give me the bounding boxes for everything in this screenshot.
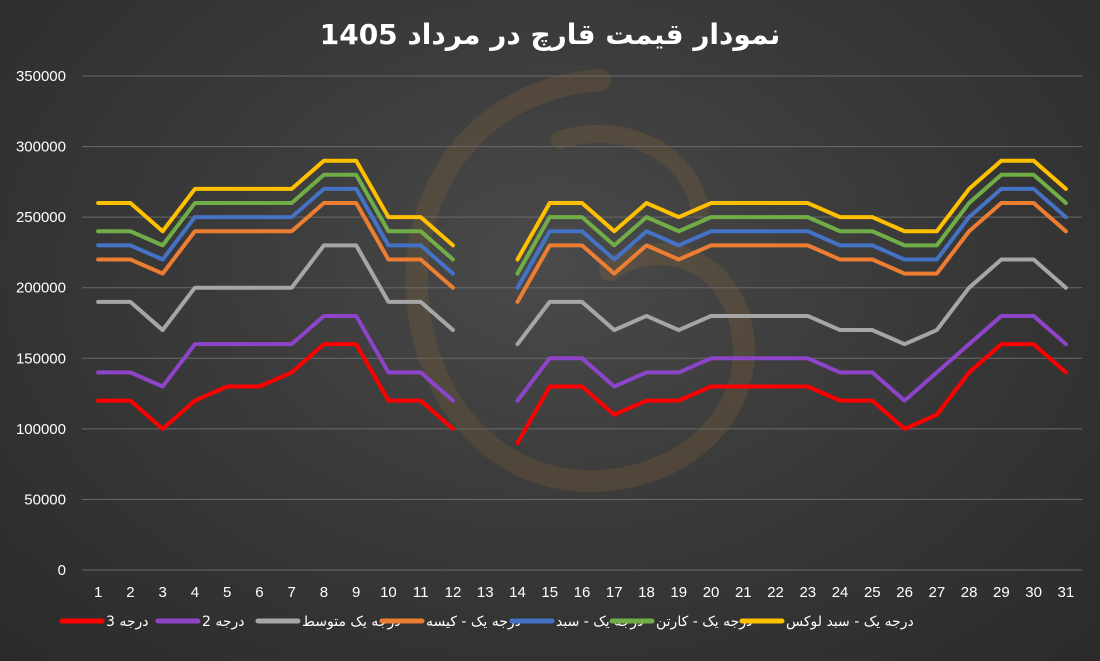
x-tick-label: 27 (928, 584, 945, 601)
legend-label-4: درجه یک - سبد (556, 614, 643, 630)
series-line-0 (96, 342, 1068, 445)
x-tick-label: 1 (94, 584, 102, 601)
series-line-3 (96, 201, 1068, 304)
series-line-6 (96, 158, 1068, 262)
x-tick-label: 24 (832, 584, 849, 601)
x-tick-label: 26 (896, 584, 913, 601)
series-layer (96, 158, 1068, 445)
x-tick-label: 2 (126, 584, 134, 601)
y-tick-label: 350000 (16, 68, 66, 85)
x-tick-label: 14 (509, 584, 526, 601)
x-tick-label: 9 (352, 584, 360, 601)
x-tick-label: 11 (413, 584, 429, 601)
x-tick-label: 25 (864, 584, 881, 601)
x-axis: 1 2 3 4 5 6 7 8 9 10 11 12 13 14 15 16 17 18 19 20 21 22 23 24 2… (94, 584, 1074, 601)
y-tick-label: 250000 (16, 209, 66, 226)
x-tick-label: 13 (477, 584, 494, 601)
x-tick-label: 31 (1058, 584, 1075, 601)
x-tick-label: 30 (1025, 584, 1042, 601)
series-line-1 (96, 313, 1068, 403)
x-tick-label: 4 (191, 584, 199, 601)
x-tick-label: 3 (158, 584, 166, 601)
legend-label-5: درجه یک - کارتن (656, 614, 752, 630)
legend: درجه 3 درجه 2 درجه یک متوسط درجه یک - کیسه د… (59, 614, 914, 630)
x-tick-label: 6 (255, 584, 263, 601)
x-tick-label: 16 (574, 584, 591, 601)
legend-label-0: درجه 3 (106, 614, 149, 630)
grid-layer (82, 75, 1082, 571)
chart-title: نمودار قیمت قارچ در مرداد 1405 (320, 18, 781, 51)
x-tick-label: 10 (380, 584, 397, 601)
y-axis: 0 50000 100000 150000 200000 250000 300000 3500… (16, 68, 66, 579)
y-tick-label: 300000 (16, 139, 66, 156)
x-tick-label: 22 (767, 584, 784, 601)
x-tick-label: 18 (638, 584, 655, 601)
y-tick-label: 100000 (16, 421, 66, 438)
watermark-logo (405, 69, 755, 493)
legend-label-3: درجه یک - کیسه (426, 614, 521, 630)
y-tick-label: 0 (58, 562, 66, 579)
y-tick-label: 50000 (24, 491, 66, 508)
x-tick-label: 19 (670, 584, 687, 601)
y-tick-label: 150000 (16, 350, 66, 367)
x-tick-label: 20 (703, 584, 720, 601)
legend-label-1: درجه 2 (202, 614, 245, 630)
x-tick-label: 12 (445, 584, 462, 601)
legend-label-2: درجه یک متوسط (302, 614, 400, 630)
x-tick-label: 7 (288, 584, 296, 601)
series-line-5 (96, 172, 1068, 276)
legend-label-6: درجه یک - سبد لوکس (786, 614, 914, 630)
series-line-4 (96, 186, 1068, 290)
series-line-2 (96, 243, 1068, 347)
x-tick-label: 17 (606, 584, 623, 601)
x-tick-label: 28 (961, 584, 978, 601)
x-tick-label: 5 (223, 584, 231, 601)
x-tick-label: 23 (799, 584, 816, 601)
x-tick-label: 21 (735, 584, 752, 601)
y-tick-label: 200000 (16, 280, 66, 297)
x-tick-label: 8 (320, 584, 328, 601)
x-tick-label: 29 (993, 584, 1010, 601)
x-tick-label: 15 (541, 584, 558, 601)
